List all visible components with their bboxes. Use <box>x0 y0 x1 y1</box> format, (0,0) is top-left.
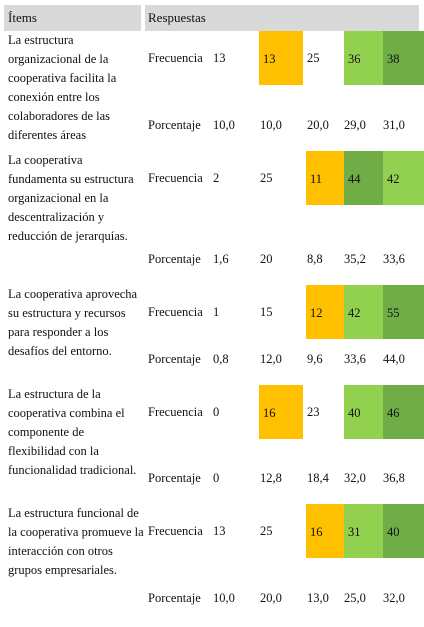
item-text: La cooperativa fundamenta su estructura … <box>8 153 134 243</box>
percentage-value: 20,0 <box>307 118 329 132</box>
item-text: La cooperativa aprovecha su estructura y… <box>8 287 138 358</box>
highlight-cell-dark-green: 55 <box>383 285 424 339</box>
frequency-value: 46 <box>387 406 400 420</box>
frequency-value: 36 <box>348 52 361 66</box>
highlight-cell-orange: 16 <box>259 385 303 439</box>
percentage-value: 12,8 <box>260 471 282 485</box>
frequency-value: 25 <box>260 524 273 538</box>
frequency-value: 15 <box>260 305 273 319</box>
frequency-value: 16 <box>263 406 276 420</box>
frequency-value: 38 <box>387 52 400 66</box>
frequency-value: 0 <box>213 405 220 419</box>
percentage-value: 10,0 <box>213 118 235 132</box>
percentage-value: 44,0 <box>383 352 405 366</box>
frequency-value: 40 <box>387 525 400 539</box>
highlight-cell-orange: 11 <box>306 151 350 205</box>
percentage-value: 36,8 <box>383 471 405 485</box>
frequency-value: 23 <box>307 405 320 419</box>
percentage-value: 32,0 <box>383 591 405 605</box>
highlight-cell-orange: 12 <box>306 285 350 339</box>
frequency-value: 13 <box>213 524 226 538</box>
header-items: Ítems <box>8 10 37 25</box>
item-text: La estructura funcional de la cooperativ… <box>8 506 144 577</box>
percentage-value: 0 <box>213 471 220 485</box>
frequency-value: 1 <box>213 305 220 319</box>
frequency-value: 40 <box>348 406 361 420</box>
percentage-value: 35,2 <box>344 252 366 266</box>
highlight-cell-dark-green: 44 <box>344 151 388 205</box>
percentage-value: 20 <box>260 252 273 266</box>
percentage-value: 13,0 <box>307 591 329 605</box>
percentage-label: Porcentaje <box>148 352 201 366</box>
percentage-value: 0,8 <box>213 352 229 366</box>
header-answers: Respuestas <box>148 10 206 25</box>
highlight-cell-dark-green: 38 <box>383 31 424 85</box>
percentage-value: 10,0 <box>213 591 235 605</box>
table-row: La cooperativa aprovecha su estructura y… <box>4 285 424 383</box>
frequency-label: Frecuencia <box>148 51 203 65</box>
highlight-cell-orange: 16 <box>306 504 350 558</box>
table-row: La estructura de la cooperativa combina … <box>4 385 424 502</box>
frequency-value: 13 <box>263 52 276 66</box>
frequency-value: 42 <box>387 172 400 186</box>
percentage-value: 8,8 <box>307 252 323 266</box>
item-text: La estructura de la cooperativa combina … <box>8 387 137 477</box>
frequency-label: Frecuencia <box>148 524 203 538</box>
frequency-value: 31 <box>348 525 361 539</box>
highlight-cell-orange: 13 <box>259 31 303 85</box>
percentage-value: 12,0 <box>260 352 282 366</box>
percentage-value: 9,6 <box>307 352 323 366</box>
percentage-label: Porcentaje <box>148 252 201 266</box>
percentage-value: 33,6 <box>383 252 405 266</box>
frequency-value: 2 <box>213 171 220 185</box>
frequency-label: Frecuencia <box>148 405 203 419</box>
frequency-value: 25 <box>307 51 320 65</box>
percentage-label: Porcentaje <box>148 471 201 485</box>
frequency-value: 42 <box>348 306 361 320</box>
percentage-value: 10,0 <box>260 118 282 132</box>
percentage-value: 33,6 <box>344 352 366 366</box>
frequency-label: Frecuencia <box>148 305 203 319</box>
highlight-cell-dark-green: 40 <box>383 504 424 558</box>
item-text: La estructura organizacional de la coope… <box>8 33 117 142</box>
highlight-cell-light-green: 42 <box>344 285 388 339</box>
percentage-value: 20,0 <box>260 591 282 605</box>
highlight-cell-light-green: 40 <box>344 385 388 439</box>
frequency-value: 25 <box>260 171 273 185</box>
table-row: La estructura organizacional de la coope… <box>4 31 424 149</box>
frequency-value: 44 <box>348 172 361 186</box>
frequency-value: 13 <box>213 51 226 65</box>
percentage-value: 18,4 <box>307 471 329 485</box>
header-items-cell: Ítems <box>4 5 141 31</box>
highlight-cell-light-green: 36 <box>344 31 388 85</box>
table-row: La estructura funcional de la cooperativ… <box>4 504 424 622</box>
frequency-value: 16 <box>310 525 323 539</box>
percentage-value: 32,0 <box>344 471 366 485</box>
frequency-value: 55 <box>387 306 400 320</box>
frequency-value: 11 <box>310 172 323 186</box>
percentage-value: 29,0 <box>344 118 366 132</box>
percentage-label: Porcentaje <box>148 591 201 605</box>
highlight-cell-dark-green: 46 <box>383 385 424 439</box>
percentage-value: 1,6 <box>213 252 229 266</box>
table-row: La cooperativa fundamenta su estructura … <box>4 151 424 283</box>
frequency-label: Frecuencia <box>148 171 203 185</box>
highlight-cell-light-green: 31 <box>344 504 388 558</box>
frequency-value: 12 <box>310 306 323 320</box>
highlight-cell-light-green: 42 <box>383 151 424 205</box>
header-answers-cell: Respuestas <box>145 5 419 31</box>
percentage-value: 31,0 <box>383 118 405 132</box>
percentage-value: 25,0 <box>344 591 366 605</box>
percentage-label: Porcentaje <box>148 118 201 132</box>
